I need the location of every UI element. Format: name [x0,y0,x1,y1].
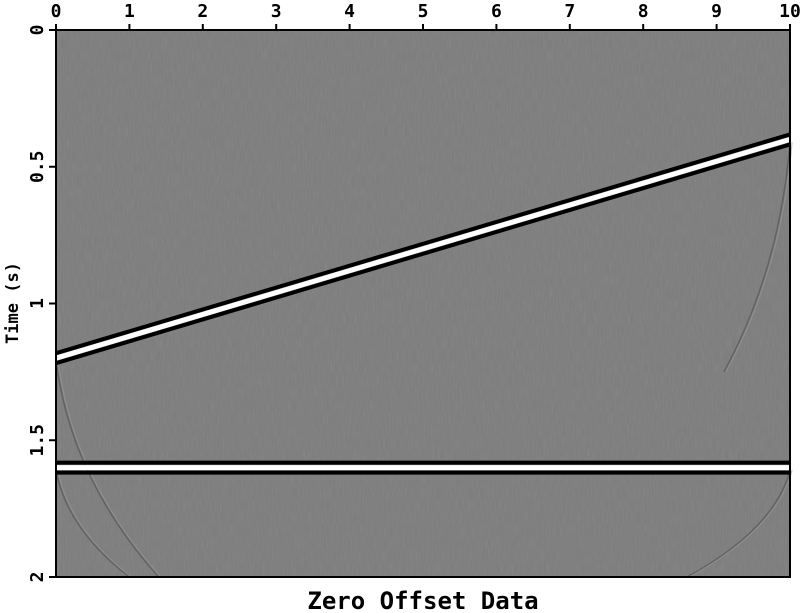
event-trough-lower [55,142,791,366]
event-trough-upper [55,132,791,356]
reflection-event [55,132,791,366]
plot-area [55,29,793,578]
x-tick-label: 4 [344,1,355,22]
x-axis-ticks: 0 1 2 3 4 5 6 7 8 9 10 [51,1,801,30]
y-tick-label: 0 [27,25,48,36]
plot-background [56,30,790,577]
diffraction-tail-highlight [725,142,793,373]
chart-title: Zero Offset Data [307,587,538,613]
y-tick-label: 2 [27,572,48,583]
y-tick-label: 0.5 [27,150,48,183]
x-tick-label: 2 [197,1,208,22]
y-tick-label: 1 [27,298,48,309]
event-peak [55,137,791,361]
x-tick-label: 9 [711,1,722,22]
x-tick-label: 1 [124,1,135,22]
diffraction-tail [686,470,791,578]
x-tick-label: 6 [491,1,502,22]
diffraction-tail-highlight [688,470,793,578]
reflection-events [55,132,791,475]
x-tick-label: 3 [271,1,282,22]
x-tick-label: 0 [51,1,62,22]
x-tick-label: 7 [564,1,575,22]
y-tick-label: 1.5 [27,424,48,457]
y-axis-ticks: 0 0.5 1 1.5 2 [27,25,56,583]
diffraction-tails [55,142,793,578]
diffraction-tail [55,470,130,578]
diffraction-tail-highlight [57,470,132,578]
x-tick-label: 10 [779,1,801,22]
x-tick-label: 8 [638,1,649,22]
y-axis-label: Time (s) [3,262,23,344]
reflection-event [56,460,790,475]
x-tick-label: 5 [418,1,429,22]
diffraction-tail [723,142,791,373]
